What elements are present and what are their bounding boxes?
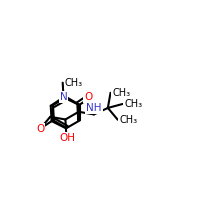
Text: OH: OH	[59, 133, 75, 143]
Text: CH₃: CH₃	[112, 88, 130, 98]
Text: NH: NH	[86, 103, 102, 113]
Text: CH₃: CH₃	[65, 79, 83, 88]
Text: CH₃: CH₃	[124, 99, 142, 109]
Text: O: O	[36, 124, 44, 134]
Text: CH₃: CH₃	[119, 115, 138, 125]
Text: N: N	[60, 92, 68, 102]
Text: O: O	[84, 92, 93, 102]
